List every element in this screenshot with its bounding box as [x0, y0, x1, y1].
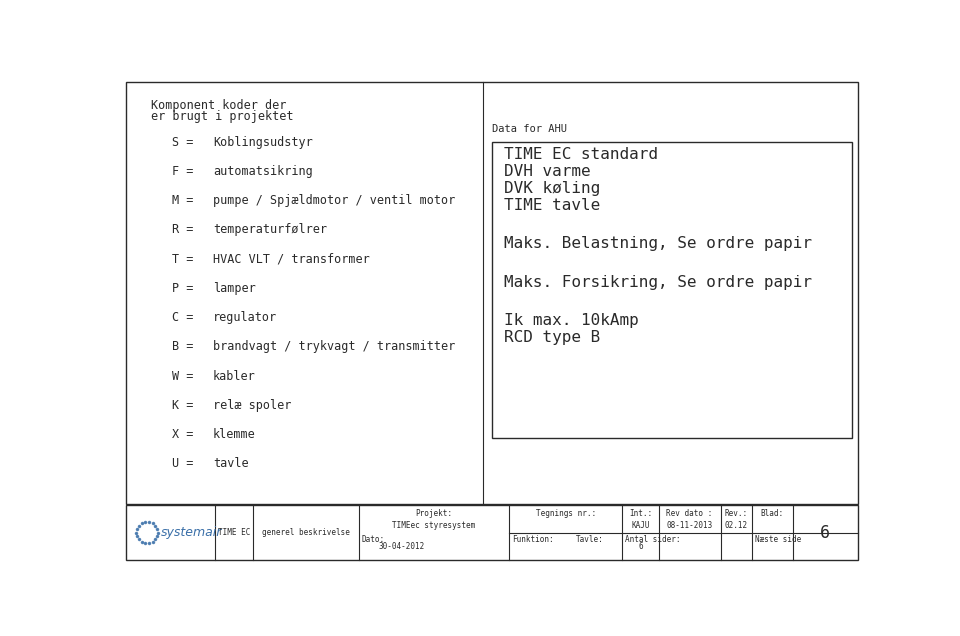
Text: Maks. Belastning, Se ordre papir: Maks. Belastning, Se ordre papir	[504, 236, 812, 251]
Text: B =: B =	[172, 340, 194, 354]
Text: W =: W =	[172, 370, 194, 383]
Text: klemme: klemme	[213, 428, 255, 441]
Text: temperaturfølrer: temperaturfølrer	[213, 223, 327, 237]
Text: lamper: lamper	[213, 282, 255, 295]
Text: TIME EC standard: TIME EC standard	[504, 147, 659, 162]
Text: Funktion:: Funktion:	[512, 535, 554, 544]
Text: pumpe / Spjældmotor / ventil motor: pumpe / Spjældmotor / ventil motor	[213, 194, 455, 207]
Text: automatsikring: automatsikring	[213, 165, 313, 178]
Text: Data for AHU: Data for AHU	[492, 124, 567, 134]
Text: Rev.:: Rev.:	[725, 509, 748, 518]
Text: TIME tavle: TIME tavle	[504, 198, 601, 212]
Text: kabler: kabler	[213, 370, 255, 383]
Text: regulator: regulator	[213, 311, 277, 324]
Text: RCD type B: RCD type B	[504, 330, 601, 345]
Bar	[126, 505, 858, 560]
Text: tavle: tavle	[213, 457, 249, 471]
Text: Tavle:: Tavle:	[576, 535, 604, 544]
Text: R =: R =	[172, 223, 194, 237]
Text: DVH varme: DVH varme	[504, 163, 591, 179]
Text: Komponent koder der: Komponent koder der	[151, 99, 286, 112]
Text: Maks. Forsikring, Se ordre papir: Maks. Forsikring, Se ordre papir	[504, 275, 812, 289]
Text: Ik max. 10kAmp: Ik max. 10kAmp	[504, 313, 639, 328]
Text: 30-04-2012: 30-04-2012	[379, 542, 425, 551]
Text: Dato:: Dato:	[362, 535, 385, 544]
Text: 08-11-2013: 08-11-2013	[666, 522, 712, 530]
Text: Næste side: Næste side	[755, 535, 801, 544]
Text: Koblingsudstyr: Koblingsudstyr	[213, 135, 313, 149]
Text: C =: C =	[172, 311, 194, 324]
Text: 02.12: 02.12	[725, 522, 748, 530]
Text: S =: S =	[172, 135, 194, 149]
Text: T =: T =	[172, 252, 194, 266]
Text: Tegnings nr.:: Tegnings nr.:	[536, 509, 596, 518]
Text: Rev dato :: Rev dato :	[666, 509, 712, 518]
Text: systemair: systemair	[161, 526, 223, 539]
Text: 6: 6	[638, 542, 643, 551]
Text: M =: M =	[172, 194, 194, 207]
Text: brandvagt / trykvagt / transmitter: brandvagt / trykvagt / transmitter	[213, 340, 455, 354]
Text: X =: X =	[172, 428, 194, 441]
Text: Int.:: Int.:	[629, 509, 652, 518]
Text: KAJU: KAJU	[631, 522, 650, 530]
Bar	[492, 142, 852, 438]
Bar	[126, 83, 858, 504]
Text: HVAC VLT / transformer: HVAC VLT / transformer	[213, 252, 370, 266]
Text: relæ spoler: relæ spoler	[213, 399, 292, 412]
Text: Projekt:: Projekt:	[416, 509, 452, 518]
Text: 6: 6	[820, 523, 830, 541]
Text: U =: U =	[172, 457, 194, 471]
Text: TIME EC: TIME EC	[218, 528, 251, 537]
Text: F =: F =	[172, 165, 194, 178]
Text: DVK køling: DVK køling	[504, 181, 601, 196]
Text: P =: P =	[172, 282, 194, 295]
Text: K =: K =	[172, 399, 194, 412]
Text: TIMEec styresystem: TIMEec styresystem	[393, 522, 475, 530]
Text: Antal sider:: Antal sider:	[625, 535, 681, 544]
Text: generel beskrivelse: generel beskrivelse	[262, 528, 350, 537]
Text: er brugt i projektet: er brugt i projektet	[151, 110, 294, 123]
Text: Blad:: Blad:	[760, 509, 783, 518]
